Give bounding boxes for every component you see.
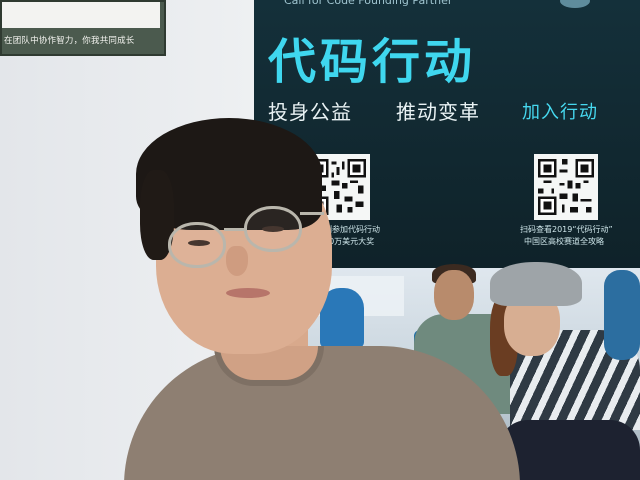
person-right-eye bbox=[262, 226, 284, 232]
person-mouth bbox=[226, 288, 270, 298]
glasses-bridge bbox=[224, 228, 246, 231]
poster-slogan-2: 推动变革 bbox=[396, 100, 480, 124]
photo-person-right bbox=[604, 270, 640, 360]
poster-title: 代码行动 bbox=[268, 34, 477, 90]
photo-man-head bbox=[434, 270, 474, 320]
partner-logo-icon bbox=[560, 0, 590, 8]
qr-right-caption-2: 中国区高校赛道全攻略 bbox=[524, 237, 604, 246]
qr-left-caption-2: 赢20万美元大奖 bbox=[316, 237, 375, 246]
qr-code-right-icon bbox=[534, 154, 598, 220]
poster-slogan-3: 加入行动 bbox=[522, 102, 598, 123]
photo-woman-hat bbox=[490, 262, 582, 306]
person-nose bbox=[226, 246, 248, 276]
person-tshirt bbox=[124, 346, 520, 480]
glasses-right-lens bbox=[244, 206, 302, 252]
photo-person-blue bbox=[320, 288, 364, 348]
notice-frame-text: 在团队中协作智力，你我共同成长 bbox=[4, 36, 135, 46]
poster-partner-line: Call for Code Founding Partner bbox=[284, 0, 453, 7]
notice-frame: 在团队中协作智力，你我共同成长 bbox=[0, 0, 166, 56]
glasses-left-lens bbox=[168, 222, 226, 268]
photo-woman-jeans bbox=[498, 420, 640, 480]
notice-frame-paper bbox=[2, 2, 160, 28]
poster-slogan-1: 投身公益 bbox=[268, 100, 352, 124]
glasses-temple bbox=[300, 212, 324, 215]
qr-left-caption-1: 即刻参加代码行动 bbox=[316, 225, 380, 234]
qr-right-caption-1: 扫码查看2019“代码行动” bbox=[520, 225, 613, 234]
